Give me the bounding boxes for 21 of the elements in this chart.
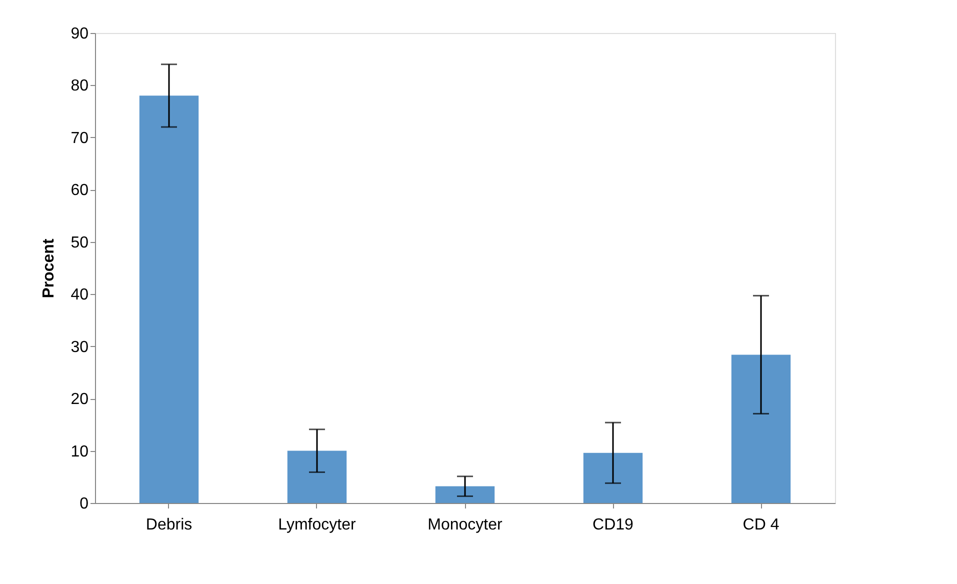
y-tick-label: 90 <box>70 26 89 42</box>
x-tick-label: Monocyter <box>428 516 504 534</box>
x-tick-label: Debris <box>146 516 192 534</box>
x-tick-label: Lymfocyter <box>278 516 356 534</box>
y-axis-title: Procent <box>40 238 58 298</box>
y-tick-label: 60 <box>70 182 89 200</box>
y-tick-label: 30 <box>70 338 89 356</box>
y-tick-label: 10 <box>70 443 89 460</box>
bar <box>139 96 199 503</box>
bar <box>731 354 791 503</box>
y-tick-label: 20 <box>70 391 89 408</box>
x-tick-label: CD19 <box>592 516 634 534</box>
y-tick-label: 80 <box>70 78 89 95</box>
bar <box>583 452 643 503</box>
x-tick-label: CD 4 <box>742 516 780 534</box>
bar <box>435 486 495 503</box>
y-tick-label: 0 <box>80 496 89 512</box>
bar <box>287 450 347 503</box>
y-tick-label: 40 <box>70 286 89 304</box>
y-tick-label: 50 <box>70 234 89 252</box>
y-tick-label: 70 <box>70 130 89 147</box>
